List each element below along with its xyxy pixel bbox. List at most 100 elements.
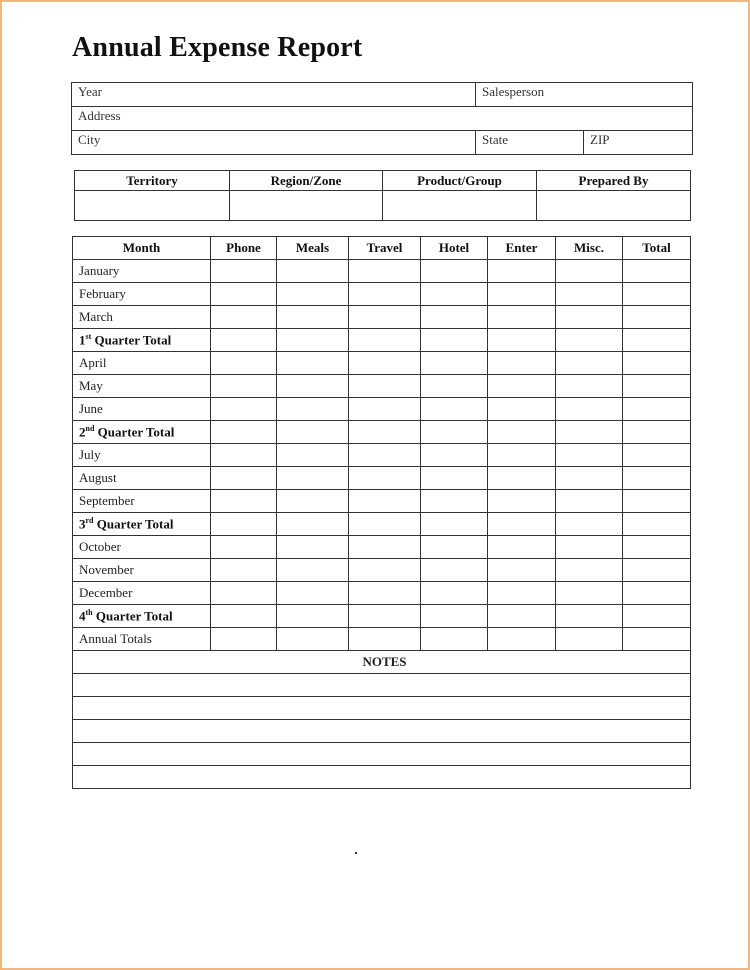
expense-cell[interactable] — [420, 420, 488, 444]
territory-cell[interactable] — [382, 190, 537, 221]
expense-cell[interactable] — [210, 512, 277, 536]
expense-cell[interactable] — [420, 443, 488, 467]
expense-cell[interactable] — [420, 282, 488, 306]
expense-cell[interactable] — [487, 466, 556, 490]
expense-cell[interactable] — [622, 535, 691, 559]
expense-cell[interactable] — [276, 305, 349, 329]
expense-cell[interactable] — [348, 535, 421, 559]
expense-cell[interactable] — [622, 558, 691, 582]
expense-cell[interactable] — [622, 397, 691, 421]
expense-cell[interactable] — [487, 420, 556, 444]
expense-cell[interactable] — [210, 535, 277, 559]
expense-cell[interactable] — [348, 581, 421, 605]
expense-cell[interactable] — [348, 489, 421, 513]
expense-cell[interactable] — [276, 397, 349, 421]
notes-line[interactable] — [72, 765, 691, 789]
zip-field[interactable]: ZIP — [582, 130, 694, 155]
expense-cell[interactable] — [555, 374, 623, 398]
expense-cell[interactable] — [210, 581, 277, 605]
expense-cell[interactable] — [420, 351, 488, 375]
expense-cell[interactable] — [555, 535, 623, 559]
expense-cell[interactable] — [555, 397, 623, 421]
expense-cell[interactable] — [420, 259, 488, 283]
expense-cell[interactable] — [555, 558, 623, 582]
expense-cell[interactable] — [622, 512, 691, 536]
notes-line[interactable] — [72, 673, 691, 697]
expense-cell[interactable] — [348, 627, 421, 651]
expense-cell[interactable] — [487, 328, 556, 352]
expense-cell[interactable] — [555, 259, 623, 283]
expense-cell[interactable] — [276, 489, 349, 513]
expense-cell[interactable] — [276, 535, 349, 559]
expense-cell[interactable] — [210, 328, 277, 352]
expense-cell[interactable] — [555, 489, 623, 513]
expense-cell[interactable] — [622, 466, 691, 490]
expense-cell[interactable] — [622, 374, 691, 398]
expense-cell[interactable] — [420, 305, 488, 329]
expense-cell[interactable] — [555, 466, 623, 490]
expense-cell[interactable] — [622, 443, 691, 467]
expense-cell[interactable] — [622, 305, 691, 329]
expense-cell[interactable] — [622, 282, 691, 306]
expense-cell[interactable] — [487, 604, 556, 628]
expense-cell[interactable] — [276, 351, 349, 375]
expense-cell[interactable] — [622, 627, 691, 651]
expense-cell[interactable] — [348, 374, 421, 398]
expense-cell[interactable] — [420, 558, 488, 582]
expense-cell[interactable] — [487, 374, 556, 398]
expense-cell[interactable] — [276, 328, 349, 352]
expense-cell[interactable] — [420, 466, 488, 490]
expense-cell[interactable] — [622, 604, 691, 628]
expense-cell[interactable] — [276, 604, 349, 628]
territory-cell[interactable] — [229, 190, 383, 221]
expense-cell[interactable] — [420, 627, 488, 651]
address-field[interactable]: Address — [70, 106, 694, 131]
expense-cell[interactable] — [348, 328, 421, 352]
expense-cell[interactable] — [555, 627, 623, 651]
expense-cell[interactable] — [420, 489, 488, 513]
expense-cell[interactable] — [420, 397, 488, 421]
expense-cell[interactable] — [420, 328, 488, 352]
expense-cell[interactable] — [487, 558, 556, 582]
expense-cell[interactable] — [555, 420, 623, 444]
expense-cell[interactable] — [420, 374, 488, 398]
expense-cell[interactable] — [210, 305, 277, 329]
expense-cell[interactable] — [487, 259, 556, 283]
notes-line[interactable] — [72, 742, 691, 766]
expense-cell[interactable] — [487, 627, 556, 651]
expense-cell[interactable] — [555, 328, 623, 352]
expense-cell[interactable] — [622, 581, 691, 605]
expense-cell[interactable] — [348, 558, 421, 582]
expense-cell[interactable] — [555, 512, 623, 536]
salesperson-field[interactable]: Salesperson — [474, 82, 694, 107]
expense-cell[interactable] — [210, 466, 277, 490]
expense-cell[interactable] — [622, 328, 691, 352]
expense-cell[interactable] — [210, 604, 277, 628]
expense-cell[interactable] — [348, 282, 421, 306]
expense-cell[interactable] — [210, 397, 277, 421]
city-field[interactable]: City — [71, 130, 476, 155]
expense-cell[interactable] — [622, 489, 691, 513]
expense-cell[interactable] — [276, 374, 349, 398]
expense-cell[interactable] — [555, 305, 623, 329]
expense-cell[interactable] — [276, 443, 349, 467]
expense-cell[interactable] — [348, 351, 421, 375]
expense-cell[interactable] — [348, 397, 421, 421]
expense-cell[interactable] — [420, 604, 488, 628]
expense-cell[interactable] — [210, 282, 277, 306]
expense-cell[interactable] — [555, 581, 623, 605]
expense-cell[interactable] — [210, 259, 277, 283]
expense-cell[interactable] — [348, 259, 421, 283]
expense-cell[interactable] — [622, 420, 691, 444]
expense-cell[interactable] — [420, 535, 488, 559]
expense-cell[interactable] — [487, 443, 556, 467]
expense-cell[interactable] — [555, 604, 623, 628]
expense-cell[interactable] — [555, 282, 623, 306]
expense-cell[interactable] — [348, 420, 421, 444]
expense-cell[interactable] — [348, 443, 421, 467]
expense-cell[interactable] — [622, 259, 691, 283]
expense-cell[interactable] — [487, 397, 556, 421]
expense-cell[interactable] — [210, 443, 277, 467]
notes-line[interactable] — [72, 719, 691, 743]
expense-cell[interactable] — [276, 627, 349, 651]
